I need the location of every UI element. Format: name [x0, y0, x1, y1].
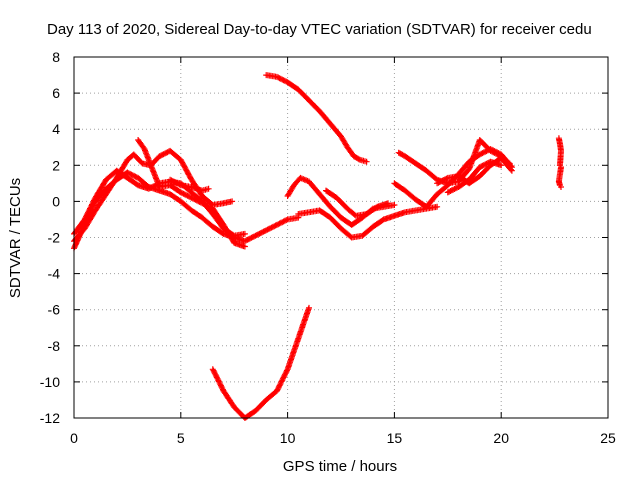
series-arc-i — [323, 187, 391, 219]
grid — [74, 57, 608, 418]
plot-frame — [73, 56, 609, 419]
series-arc-j — [209, 304, 312, 421]
data-point-markers — [391, 146, 515, 210]
y-tick-label: -4 — [48, 266, 61, 282]
x-tick-label: 5 — [177, 430, 185, 446]
data-point-markers — [295, 203, 441, 241]
data-point-markers — [555, 135, 564, 190]
series-arc-h — [295, 203, 441, 241]
series-arc-n — [444, 158, 505, 196]
series-arc-e — [167, 176, 212, 194]
data-point-markers — [323, 187, 391, 219]
y-tick-label: 6 — [52, 85, 60, 101]
y-axis-label: SDTVAR / TECUs — [7, 178, 24, 298]
y-tick-label: -8 — [48, 338, 61, 354]
y-tick-label: 0 — [52, 193, 60, 209]
series-arc-d — [135, 137, 248, 250]
series-arc-f — [263, 72, 370, 165]
y-tick-label: -10 — [40, 374, 60, 390]
data-point-markers — [135, 137, 248, 250]
x-tick-label: 10 — [280, 430, 296, 446]
y-tick-label: 8 — [52, 49, 60, 65]
x-axis-label: GPS time / hours — [283, 458, 397, 475]
data-point-markers — [263, 72, 370, 165]
chart-title: Day 113 of 2020, Sidereal Day-to-day VTE… — [47, 21, 592, 38]
data-point-markers — [444, 158, 505, 196]
axis-ticks: 0 5 10 15 20 25 -12 -10 -8 -6 -4 -2 0 2 4 6 8 — [40, 49, 616, 446]
y-tick-label: 2 — [52, 157, 60, 173]
y-tick-label: -6 — [48, 302, 61, 318]
data-point-markers — [209, 304, 312, 421]
x-tick-label: 15 — [387, 430, 403, 446]
series-arc-o — [555, 135, 564, 190]
x-tick-label: 25 — [600, 430, 616, 446]
data-marks — [71, 72, 564, 421]
data-point-markers — [167, 176, 212, 194]
x-tick-label: 20 — [493, 430, 509, 446]
y-tick-label: -2 — [48, 230, 61, 246]
y-tick-label: 4 — [52, 121, 60, 137]
series-arc-l — [391, 146, 515, 210]
x-tick-label: 0 — [70, 430, 78, 446]
y-tick-label: -12 — [40, 410, 60, 426]
